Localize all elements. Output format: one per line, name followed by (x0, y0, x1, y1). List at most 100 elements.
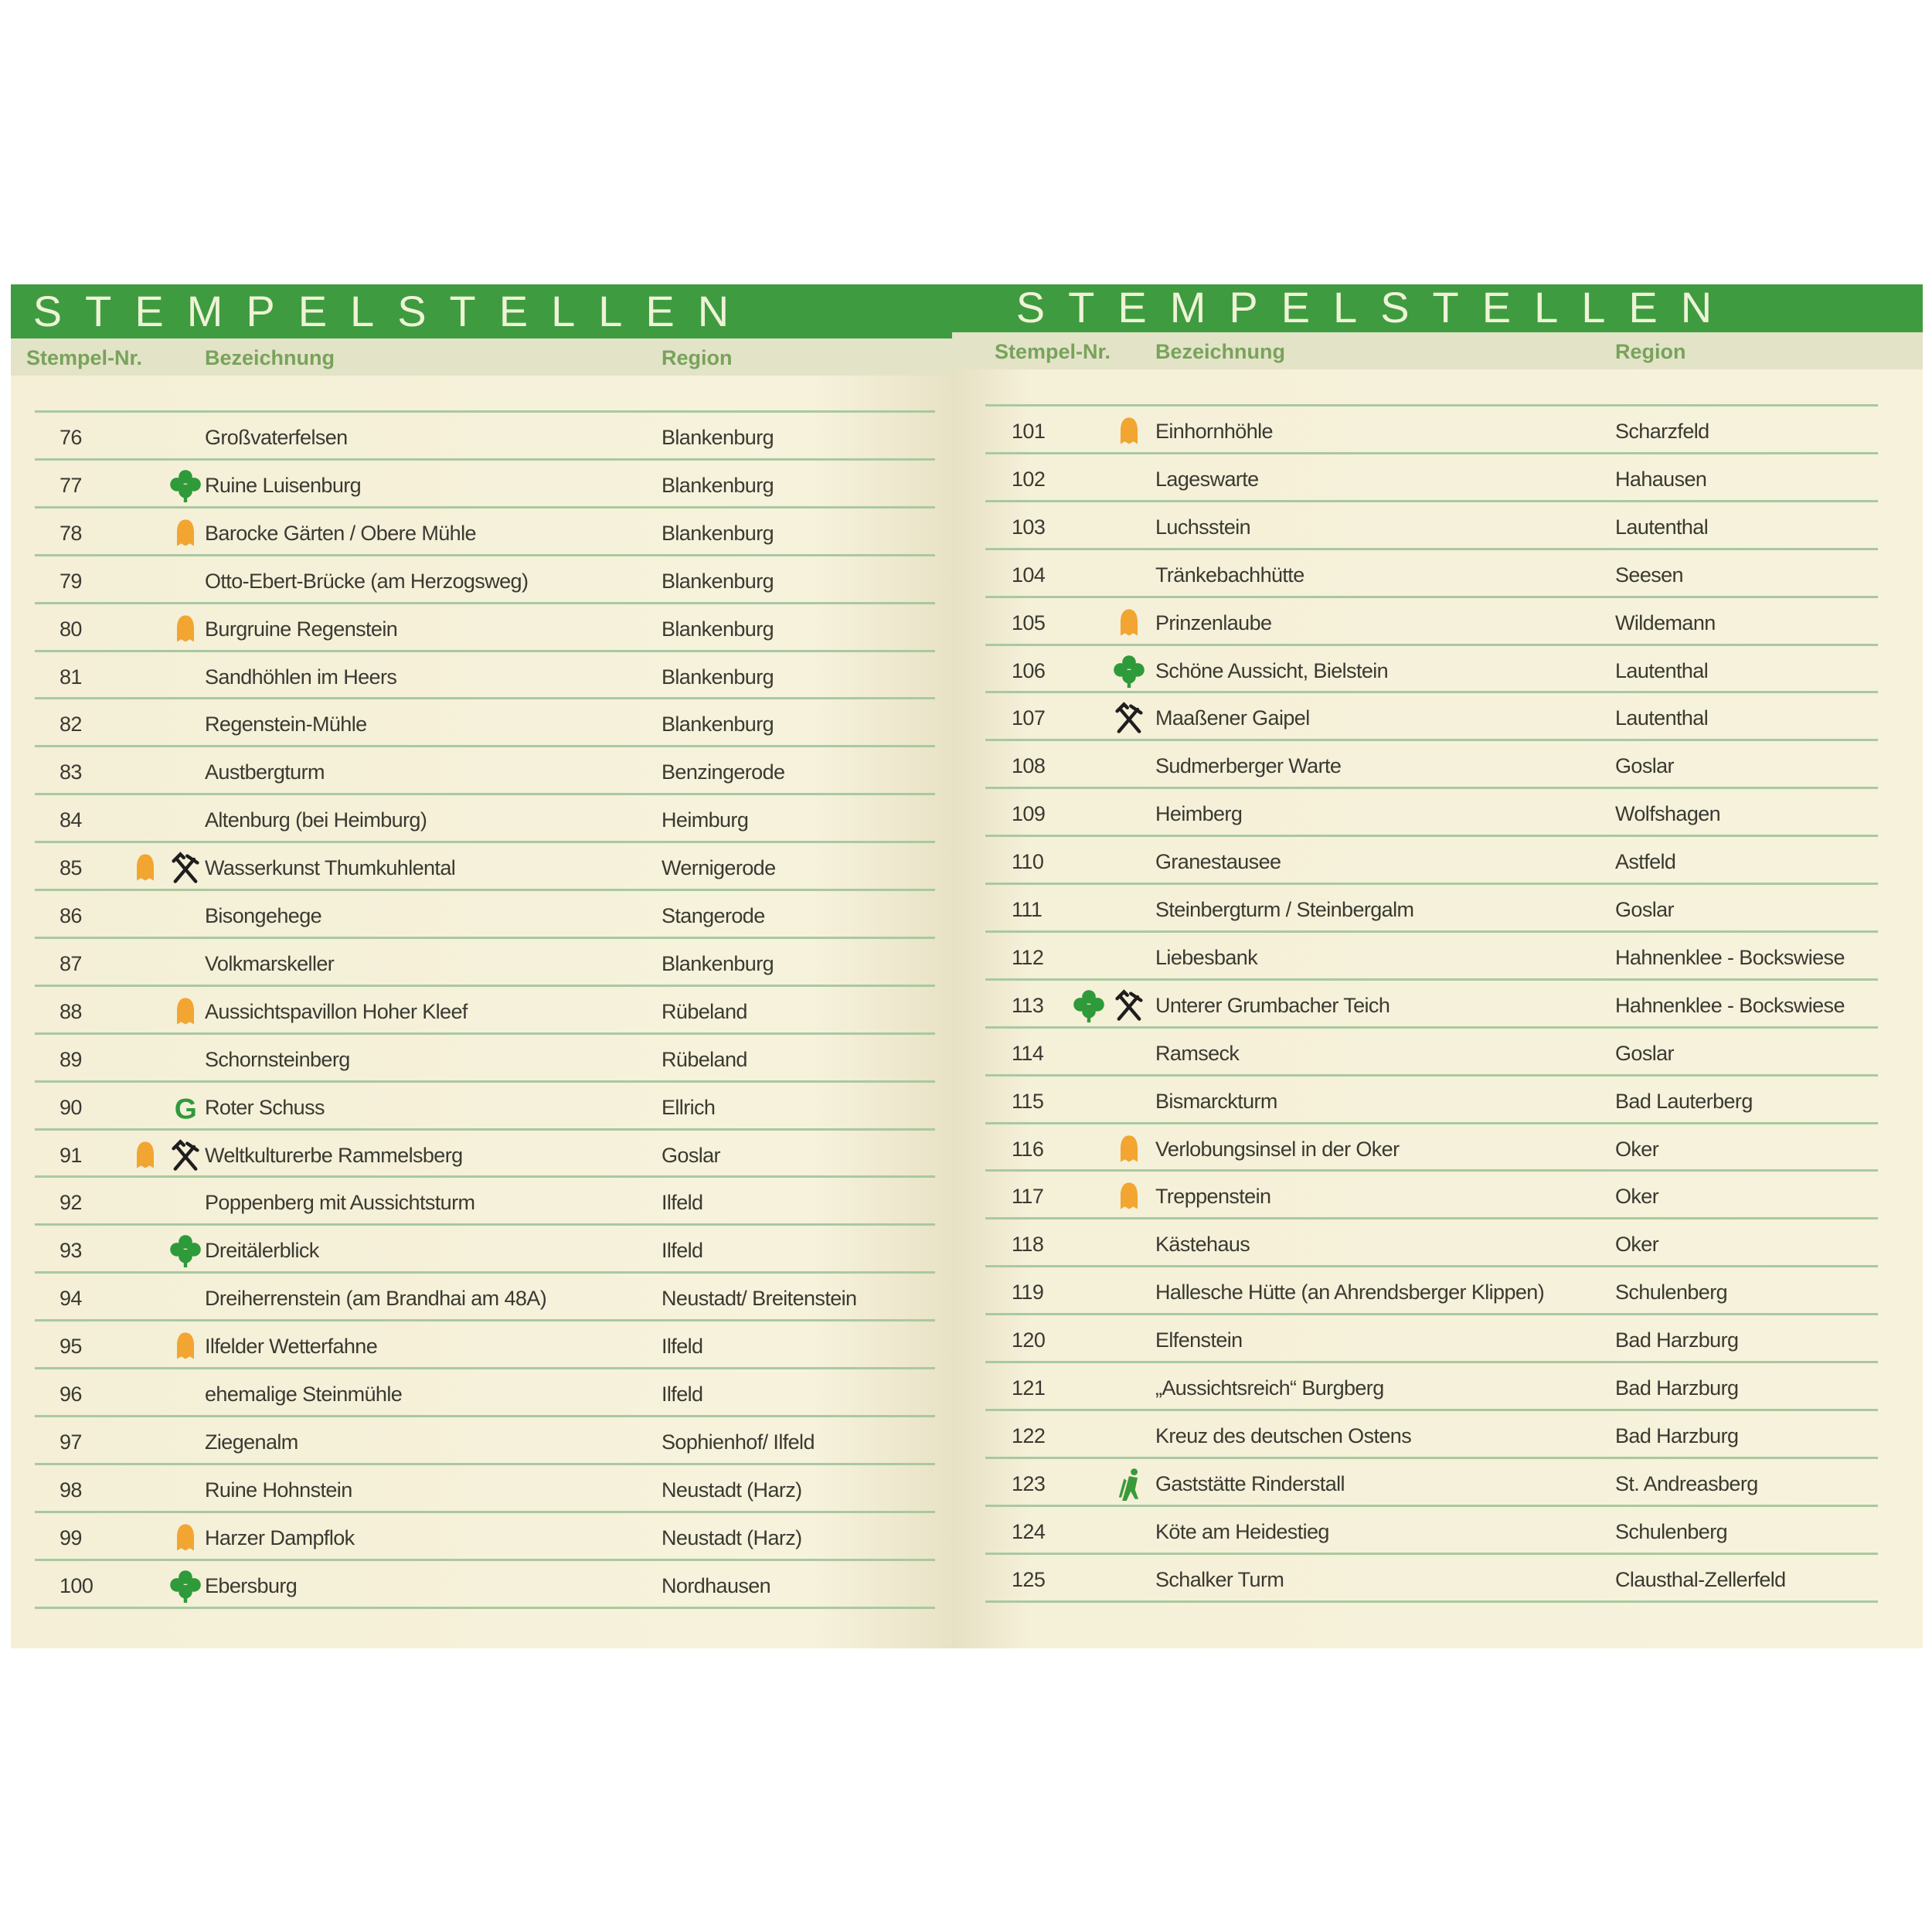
stamp-region: Lautenthal (1615, 706, 1709, 730)
stamp-region: Rübeland (662, 999, 747, 1023)
stamp-region: Ilfeld (662, 1239, 703, 1263)
clover-icon (168, 1569, 202, 1603)
stamp-number: 105 (1012, 611, 1046, 634)
table-row: 123 Gaststätte Rinderstall St. Andreasberg (985, 1456, 1878, 1507)
bell-icon (168, 516, 202, 550)
stamp-region: Neustadt (Harz) (662, 1478, 802, 1502)
table-row: 80 Burgruine Regenstein Blankenburg (35, 601, 935, 652)
stamp-name: Austbergturm (205, 760, 325, 784)
stamp-region: Scharzfeld (1615, 420, 1709, 443)
stamp-number: 115 (1012, 1089, 1044, 1113)
stamp-region: Ellrich (662, 1095, 716, 1119)
table-row: 79 Otto-Ebert-Brücke (am Herzogsweg) Blank… (35, 553, 935, 604)
table-row: 83 Austbergturm Benzingerode (35, 745, 935, 795)
stamp-number: 120 (1012, 1328, 1046, 1352)
stamp-number: 123 (1012, 1471, 1046, 1495)
stamp-number: 79 (60, 569, 82, 593)
stamp-region: Rübeland (662, 1047, 747, 1071)
stamp-number: 77 (60, 473, 82, 497)
stamp-name: Ramseck (1155, 1041, 1240, 1065)
miner-icon (1112, 701, 1146, 735)
stamp-region: Goslar (1615, 1041, 1675, 1065)
stamp-name: Schöne Aussicht, Bielstein (1155, 658, 1389, 682)
stamp-region: Oker (1615, 1137, 1659, 1161)
table-row: 77 Ruine Luisenburg Blankenburg (35, 457, 935, 509)
stamp-region: Goslar (662, 1143, 721, 1167)
stamp-name: Gaststätte Rinderstall (1155, 1471, 1345, 1495)
stamp-number: 112 (1012, 945, 1044, 969)
stamp-region: Blankenburg (662, 521, 774, 545)
stamp-name: Kästehaus (1155, 1233, 1250, 1257)
stamp-region: Lautenthal (1615, 515, 1709, 539)
stamp-number: 107 (1012, 706, 1046, 730)
header-nr: Stempel-Nr. (26, 346, 143, 369)
stamp-name: Lageswarte (1155, 467, 1259, 491)
stamp-name: Ziegenalm (205, 1430, 298, 1454)
bell-icon (168, 995, 202, 1029)
table-row: 89 Schornsteinberg Rübeland (35, 1032, 935, 1083)
table-row: 94 Dreiherrenstein (am Brandhai am 48A) Ne… (35, 1271, 935, 1321)
stamp-number: 99 (60, 1526, 82, 1549)
table-row: 104 Tränkebachhütte Seesen (985, 547, 1878, 598)
stamp-name: Köte am Heidestieg (1155, 1519, 1329, 1543)
stamp-region: Hahnenklee - Bockswiese (1615, 993, 1845, 1017)
stamp-number: 102 (1012, 467, 1046, 491)
stamp-name: Regenstein-Mühle (205, 713, 367, 736)
table-row: 111 Steinbergturm / Steinbergalm Goslar (985, 883, 1878, 933)
divider (985, 1600, 1878, 1603)
table-row: 85 Wasserkunst Thumkuhlental Wernigerode (35, 841, 935, 891)
stamp-region: Oker (1615, 1233, 1659, 1257)
stamp-number: 88 (60, 999, 82, 1023)
stamp-number: 110 (1012, 850, 1044, 874)
stamp-name: Ruine Hohnstein (205, 1478, 352, 1502)
stamp-name: Burgruine Regenstein (205, 617, 398, 641)
table-row: 107 Maaßener Gaipel Lautenthal (985, 691, 1878, 741)
bell-icon (1112, 1132, 1146, 1166)
stamp-name: Elfenstein (1155, 1328, 1243, 1352)
stamp-region: Ilfeld (662, 1335, 703, 1359)
stamp-region: Heimburg (662, 808, 749, 832)
stamp-name: Bismarckturm (1155, 1089, 1277, 1113)
table-row: 119 Hallesche Hütte (an Ahrendsberger Kli… (985, 1265, 1878, 1315)
stamp-region: Blankenburg (662, 473, 774, 497)
stamp-number: 89 (60, 1047, 82, 1071)
stamp-name: Schalker Turm (1155, 1567, 1284, 1591)
stamp-region: Astfeld (1615, 850, 1676, 874)
stamp-name: Sudmerberger Warte (1155, 754, 1342, 778)
stamp-region: Bad Harzburg (1615, 1423, 1739, 1447)
stamp-region: Lautenthal (1615, 658, 1709, 682)
table-row: 117 Treppenstein Oker (985, 1169, 1878, 1219)
stamp-number: 98 (60, 1478, 82, 1502)
stamp-name: Sandhöhlen im Heers (205, 665, 397, 689)
stamp-region: Blankenburg (662, 951, 774, 975)
stamp-region: Goslar (1615, 898, 1675, 921)
stamp-region: Hahnenklee - Bockswiese (1615, 945, 1845, 969)
table-row: 124 Köte am Heidestieg Schulenberg (985, 1504, 1878, 1555)
stamp-region: Bad Lauterberg (1615, 1089, 1753, 1113)
stamp-number: 118 (1012, 1233, 1044, 1257)
table-row: 88 Aussichtspavillon Hoher Kleef Rübeland (35, 984, 935, 1035)
stamp-number: 104 (1012, 563, 1046, 587)
stamp-number: 116 (1012, 1137, 1044, 1161)
stamp-number: 93 (60, 1239, 82, 1263)
page-title: STEMPELSTELLEN (952, 284, 1923, 332)
divider (35, 1606, 935, 1609)
header-region: Region (1615, 340, 1686, 363)
stamp-number: 92 (60, 1191, 82, 1215)
stamp-number: 82 (60, 713, 82, 736)
stamp-name: „Aussichtsreich“ Burgberg (1155, 1376, 1384, 1400)
bell-icon (128, 1138, 162, 1172)
bell-icon (168, 1521, 202, 1555)
right-page: STEMPELSTELLEN Stempel-Nr. Bezeichnung R… (952, 284, 1923, 1648)
stamp-region: Blankenburg (662, 665, 774, 689)
table-row: 103 Luchsstein Lautenthal (985, 499, 1878, 550)
stamp-region: Stangerode (662, 904, 765, 927)
stamp-number: 94 (60, 1287, 82, 1311)
page-title: STEMPELSTELLEN (11, 284, 952, 338)
stamp-region: Goslar (1615, 754, 1675, 778)
stamp-name: Harzer Dampflok (205, 1526, 355, 1549)
clover-icon (168, 1233, 202, 1268)
stamp-region: Neustadt (Harz) (662, 1526, 802, 1549)
table-row: 116 Verlobungsinsel in der Oker Oker (985, 1121, 1878, 1172)
table-row: 112 Liebesbank Hahnenklee - Bockswiese (985, 930, 1878, 981)
